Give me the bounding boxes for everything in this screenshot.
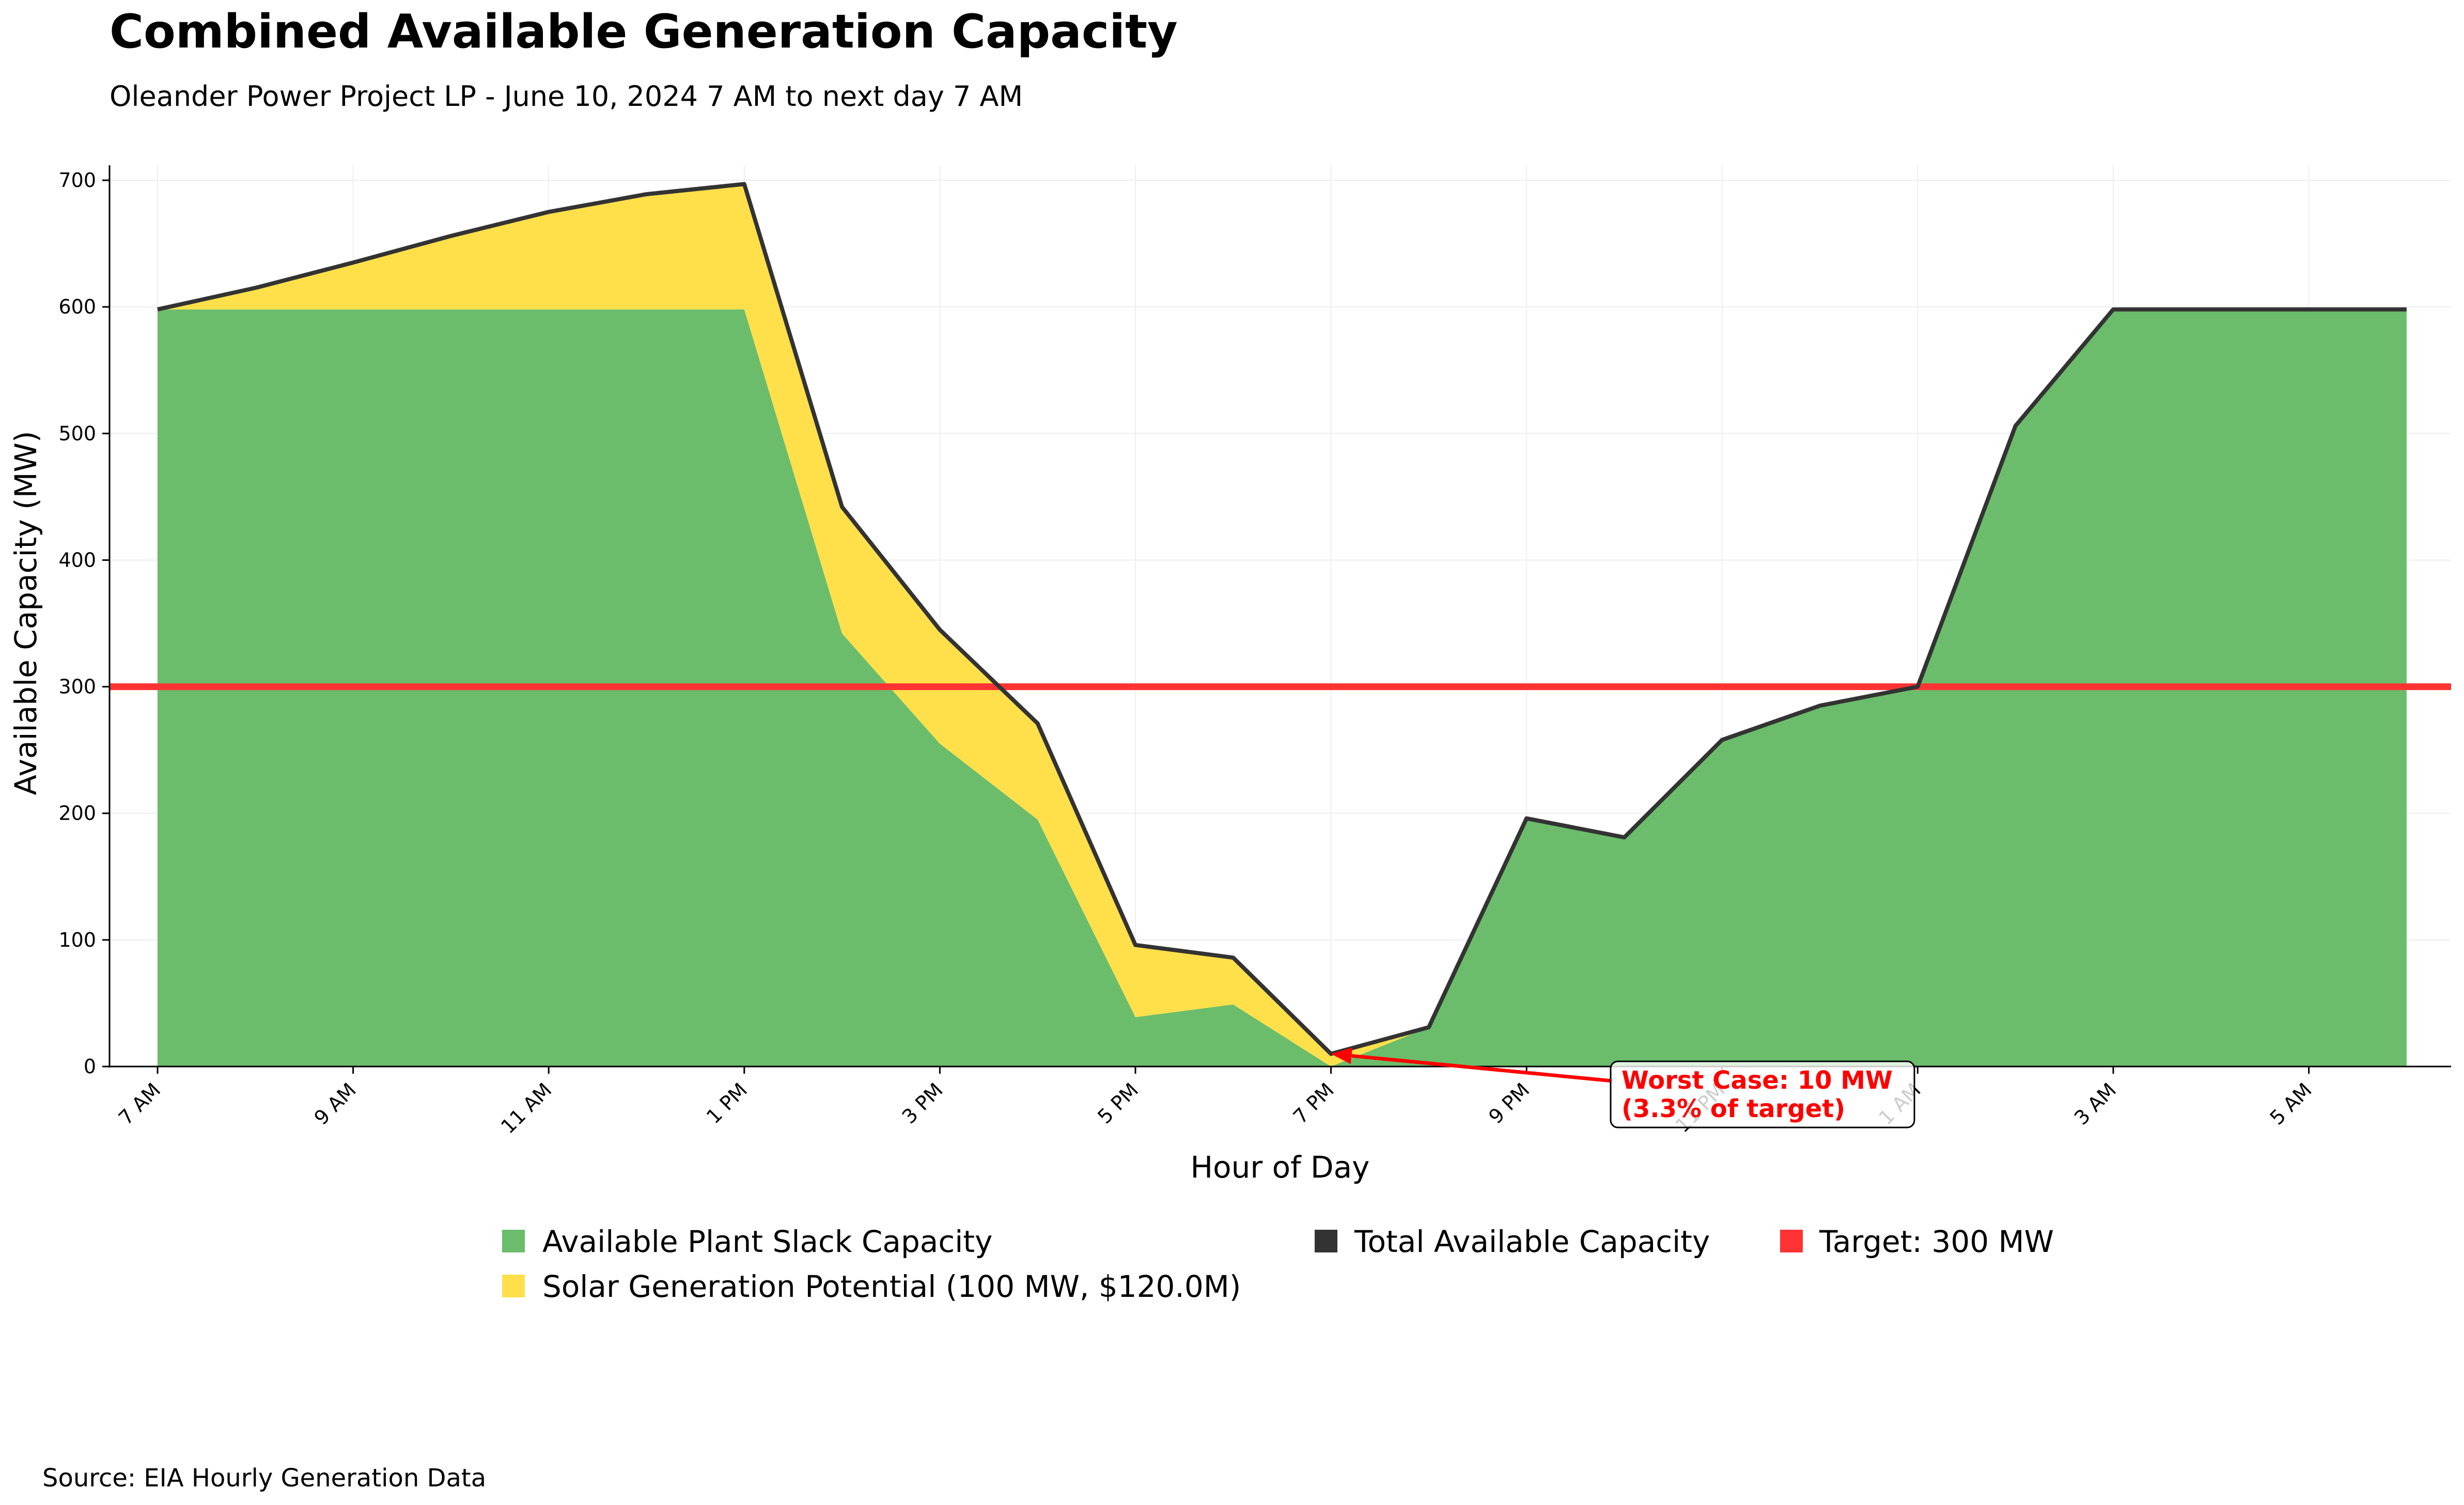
area-solar-potential bbox=[158, 184, 2407, 1067]
annotation-arrow bbox=[1351, 1054, 1613, 1083]
x-tick-label: 5 PM bbox=[1093, 1078, 1143, 1128]
x-tick-label: 7 AM bbox=[114, 1078, 165, 1129]
annotation-arrow-head bbox=[1331, 1047, 1352, 1064]
axes bbox=[108, 165, 2451, 1068]
y-tick-label: 200 bbox=[58, 802, 96, 825]
legend-label-target: Target: 300 MW bbox=[1819, 1224, 2054, 1259]
legend-swatch-solar bbox=[502, 1275, 525, 1297]
source-note: Source: EIA Hourly Generation Data bbox=[42, 1464, 486, 1493]
legend-item-total: Total Available Capacity bbox=[1315, 1224, 1710, 1259]
y-axis-label: Available Capacity (MW) bbox=[8, 431, 43, 795]
x-tick-label: 1 PM bbox=[702, 1078, 752, 1128]
legend-swatch-slack bbox=[502, 1230, 525, 1252]
y-tick-label: 0 bbox=[84, 1055, 96, 1078]
x-tick-label: 9 AM bbox=[310, 1078, 361, 1129]
chart-title: Combined Available Generation Capacity bbox=[110, 5, 1178, 59]
x-tick-label: 7 PM bbox=[1289, 1078, 1338, 1128]
legend-item-target: Target: 300 MW bbox=[1780, 1224, 2054, 1259]
annotation-box bbox=[1610, 1060, 1915, 1128]
chart-subtitle: Oleander Power Project LP - June 10, 202… bbox=[110, 80, 1023, 113]
x-tick-label: 3 PM bbox=[898, 1078, 947, 1128]
y-tick-label: 400 bbox=[58, 548, 96, 571]
legend-swatch-target bbox=[1780, 1230, 1803, 1252]
y-tick-label: 100 bbox=[58, 929, 96, 951]
line-layer bbox=[110, 182, 2451, 1056]
y-ticks: 0 100 200 300 400 500 600 700 bbox=[58, 169, 110, 1078]
legend-label-total: Total Available Capacity bbox=[1354, 1224, 1710, 1259]
x-tick-label: 11 AM bbox=[496, 1078, 556, 1138]
legend-label-solar: Solar Generation Potential (100 MW, $120… bbox=[542, 1269, 1241, 1304]
legend-label-slack: Available Plant Slack Capacity bbox=[542, 1224, 992, 1259]
y-tick-label: 500 bbox=[58, 422, 96, 445]
annotation-line-1: Worst Case: 10 MW bbox=[1621, 1066, 1893, 1095]
total-capacity-line bbox=[157, 182, 2407, 1056]
x-tick-label: 9 PM bbox=[1484, 1078, 1534, 1128]
x-axis-label: Hour of Day bbox=[1190, 1150, 1369, 1185]
area-layer bbox=[158, 184, 2407, 1067]
legend-item-solar: Solar Generation Potential (100 MW, $120… bbox=[502, 1269, 1241, 1304]
y-tick-label: 300 bbox=[58, 676, 96, 698]
x-tick-label: 5 AM bbox=[2266, 1078, 2316, 1129]
worst-case-annotation: Worst Case: 10 MW (3.3% of target) bbox=[1331, 1047, 1915, 1128]
legend: Available Plant Slack Capacity Solar Gen… bbox=[502, 1224, 2054, 1304]
legend-item-slack: Available Plant Slack Capacity bbox=[502, 1224, 992, 1259]
y-tick-label: 700 bbox=[58, 169, 96, 192]
area-slack-capacity bbox=[158, 309, 2407, 1067]
annotation-line-2: (3.3% of target) bbox=[1621, 1094, 1845, 1123]
y-tick-label: 600 bbox=[58, 295, 96, 318]
x-tick-label: 3 AM bbox=[2070, 1078, 2120, 1129]
legend-swatch-total bbox=[1315, 1230, 1337, 1252]
